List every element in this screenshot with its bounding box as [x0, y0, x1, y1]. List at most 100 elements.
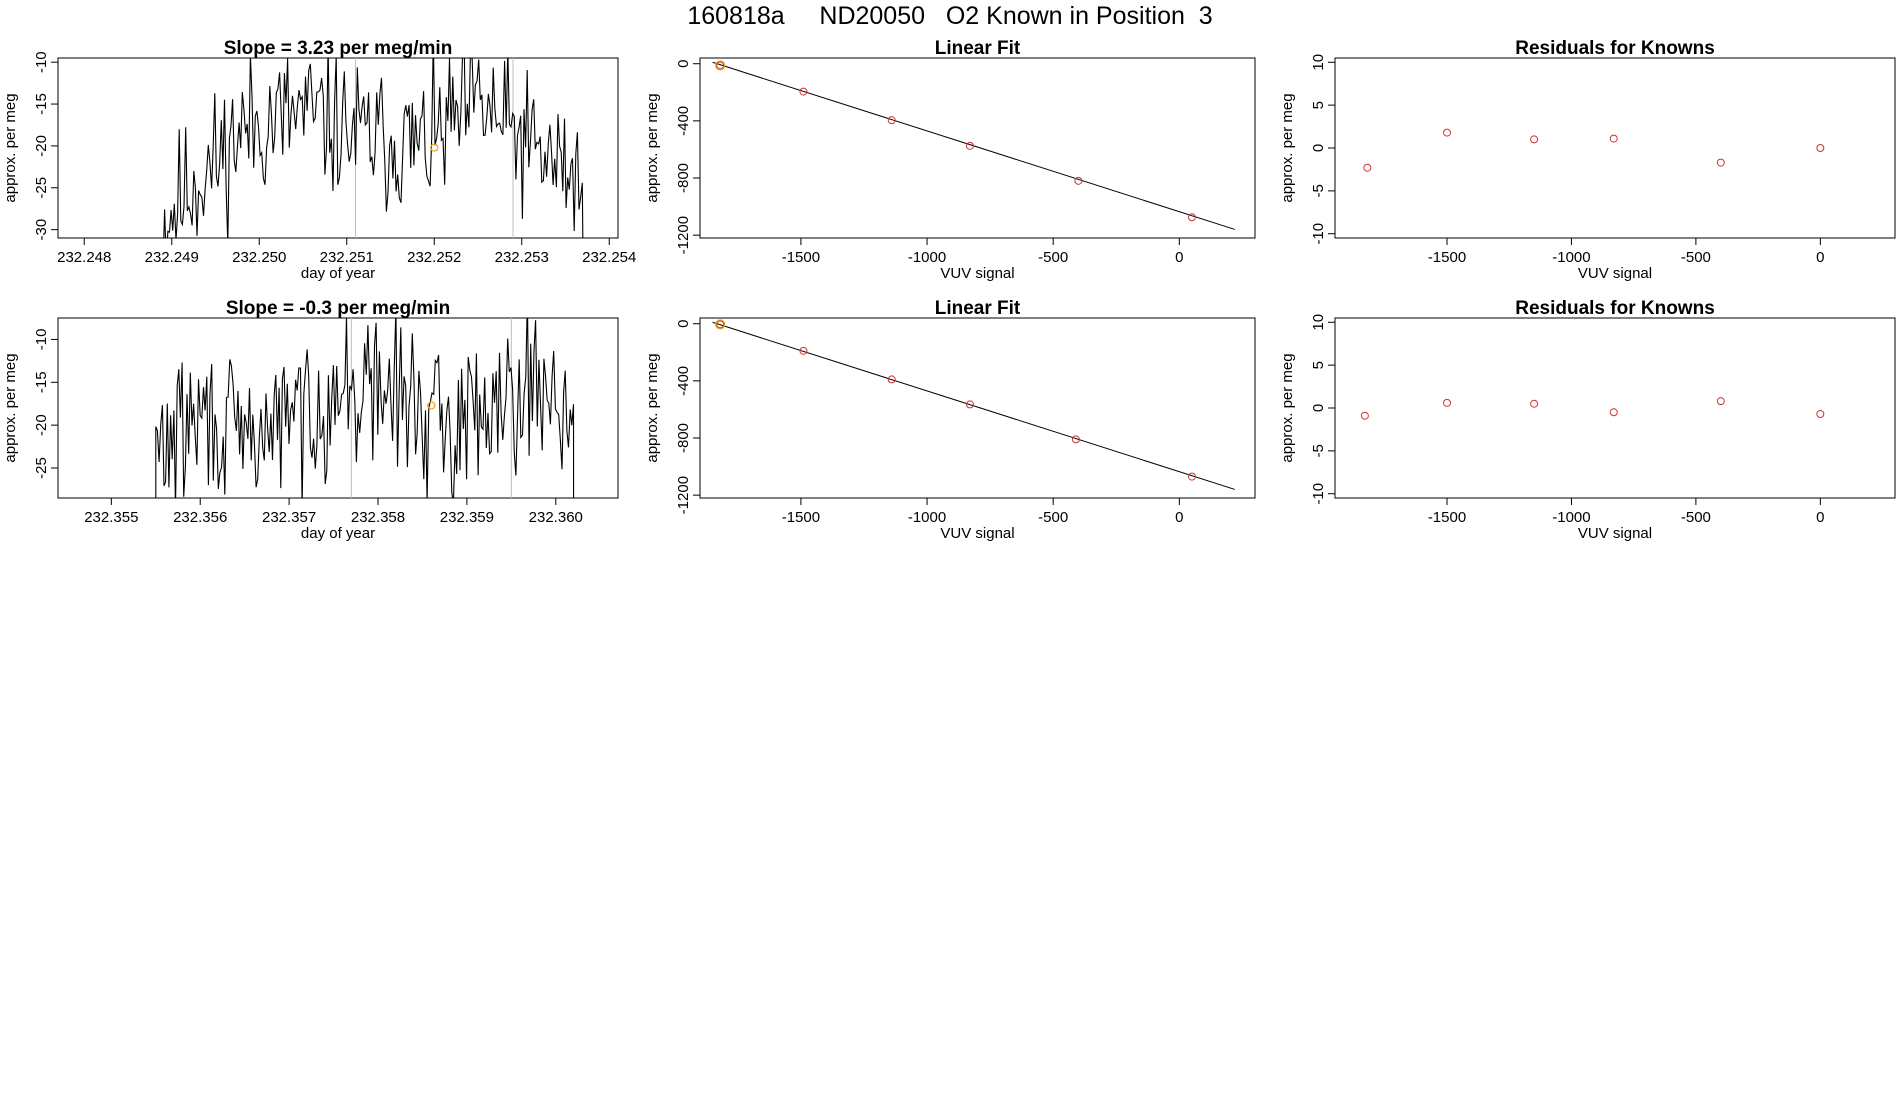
x-tick-label: 0	[1175, 509, 1183, 526]
panel-title: Linear Fit	[935, 298, 1021, 319]
highlight-point	[715, 60, 726, 71]
signal-trace	[155, 318, 575, 498]
plot-frame	[57, 317, 619, 499]
y-axis-label: approx. per meg	[644, 353, 661, 462]
panel-fit1: Linear Fit -1500 -1000 -500 0 VUV signal -1200…	[644, 38, 1256, 282]
y-tick-label: 10	[1310, 54, 1327, 71]
data-point	[965, 141, 974, 150]
y-axis-label: approx. per meg	[1279, 93, 1296, 202]
data-point	[965, 400, 974, 409]
data-point	[1530, 135, 1539, 144]
y-tick-label: -400	[675, 366, 692, 396]
data-point	[1716, 158, 1725, 167]
y-tick-label: 5	[1310, 101, 1327, 109]
x-tick-label: -1500	[782, 249, 820, 266]
x-tick-label: -1500	[1428, 249, 1466, 266]
x-tick-label: 232.254	[582, 249, 636, 266]
x-tick-label: -500	[1681, 249, 1711, 266]
y-tick-label: 0	[1310, 144, 1327, 152]
x-axis-label: VUV signal	[1578, 265, 1652, 282]
y-tick-label: -5	[1310, 444, 1327, 457]
panel-ts2: Slope = -0.3 per meg/min 232.355 232.356 23…	[2, 298, 619, 542]
y-tick-label: -800	[675, 423, 692, 453]
x-axis-label: VUV signal	[940, 265, 1014, 282]
y-tick-label: -10	[33, 51, 50, 73]
y-axis-label: approx. per meg	[1279, 353, 1296, 462]
plot-frame	[699, 317, 1256, 499]
x-tick-label: 232.355	[84, 509, 138, 526]
x-axis-label: VUV signal	[1578, 525, 1652, 542]
data-point	[1530, 399, 1539, 408]
data-point	[799, 346, 808, 355]
x-tick-label: 232.251	[320, 249, 374, 266]
data-point	[1443, 128, 1451, 137]
panel-res1: Residuals for Knowns -1500 -1000 -500 0 VUV s…	[1279, 38, 1896, 282]
mean-marker	[430, 143, 439, 152]
y-tick-label: 0	[675, 60, 692, 68]
mean-marker	[427, 401, 436, 410]
data-point	[1363, 163, 1372, 172]
data-point	[716, 61, 725, 70]
data-point	[1071, 435, 1080, 444]
panel-fit2: Linear Fit -1500 -1000 -500 0 VUV signal -1200…	[644, 298, 1256, 542]
x-tick-label: 232.253	[495, 249, 549, 266]
x-tick-label: 232.358	[351, 509, 405, 526]
x-tick-label: -1000	[908, 509, 946, 526]
y-tick-label: -15	[33, 371, 50, 393]
x-tick-label: 0	[1816, 509, 1824, 526]
y-tick-label: 10	[1310, 314, 1327, 331]
data-point	[887, 375, 896, 384]
panel-title: Residuals for Knowns	[1515, 38, 1715, 59]
data-point	[716, 320, 725, 329]
plot-frame	[57, 57, 619, 239]
x-axis-label: day of year	[301, 265, 375, 282]
signal-trace	[163, 58, 584, 238]
data-point	[1360, 411, 1369, 420]
data-point	[1716, 397, 1725, 406]
y-tick-label: -1200	[675, 476, 692, 514]
panel-ts1: Slope = 3.23 per meg/min 232.248 232.249 23…	[2, 38, 636, 282]
panel-res2: Residuals for Knowns -1500 -1000 -500 0 VUV s…	[1279, 298, 1896, 542]
plot-frame	[699, 57, 1256, 239]
x-tick-label: 232.359	[440, 509, 494, 526]
x-tick-label: 232.357	[262, 509, 316, 526]
x-tick-label: 232.252	[407, 249, 461, 266]
x-tick-label: -1000	[908, 249, 946, 266]
data-point	[887, 116, 896, 125]
x-tick-label: 232.360	[529, 509, 583, 526]
y-tick-label: -15	[33, 93, 50, 115]
y-tick-label: -10	[33, 329, 50, 351]
x-tick-label: -1500	[1428, 509, 1466, 526]
data-point	[1187, 213, 1196, 222]
x-tick-label: 0	[1816, 249, 1824, 266]
highlight-point	[715, 319, 726, 330]
x-axis-label: day of year	[301, 525, 375, 542]
x-tick-label: -500	[1038, 509, 1068, 526]
page-title: 160818a ND20050 O2 Known in Position 3	[687, 2, 1213, 30]
y-tick-label: 0	[675, 320, 692, 328]
panel-title: Linear Fit	[935, 38, 1021, 59]
x-tick-label: -1500	[782, 509, 820, 526]
fit-line	[712, 321, 1235, 490]
y-tick-label: -10	[1310, 223, 1327, 245]
y-axis-label: approx. per meg	[2, 353, 19, 462]
y-tick-label: 0	[1310, 404, 1327, 412]
x-tick-label: 232.250	[232, 249, 286, 266]
data-point	[1816, 144, 1825, 152]
y-axis-label: approx. per meg	[644, 93, 661, 202]
y-tick-label: -400	[675, 106, 692, 136]
data-point	[1443, 398, 1451, 407]
y-tick-label: -20	[33, 414, 50, 436]
y-tick-label: 5	[1310, 361, 1327, 369]
data-point	[1609, 134, 1618, 143]
x-tick-label: 232.356	[173, 509, 227, 526]
x-tick-label: -500	[1681, 509, 1711, 526]
y-tick-label: -1200	[675, 216, 692, 254]
data-point	[1816, 410, 1825, 418]
x-tick-label: 232.248	[57, 249, 111, 266]
y-tick-label: -20	[33, 135, 50, 157]
x-tick-label: -1000	[1552, 509, 1590, 526]
data-point	[1187, 472, 1196, 481]
x-tick-label: -1000	[1552, 249, 1590, 266]
